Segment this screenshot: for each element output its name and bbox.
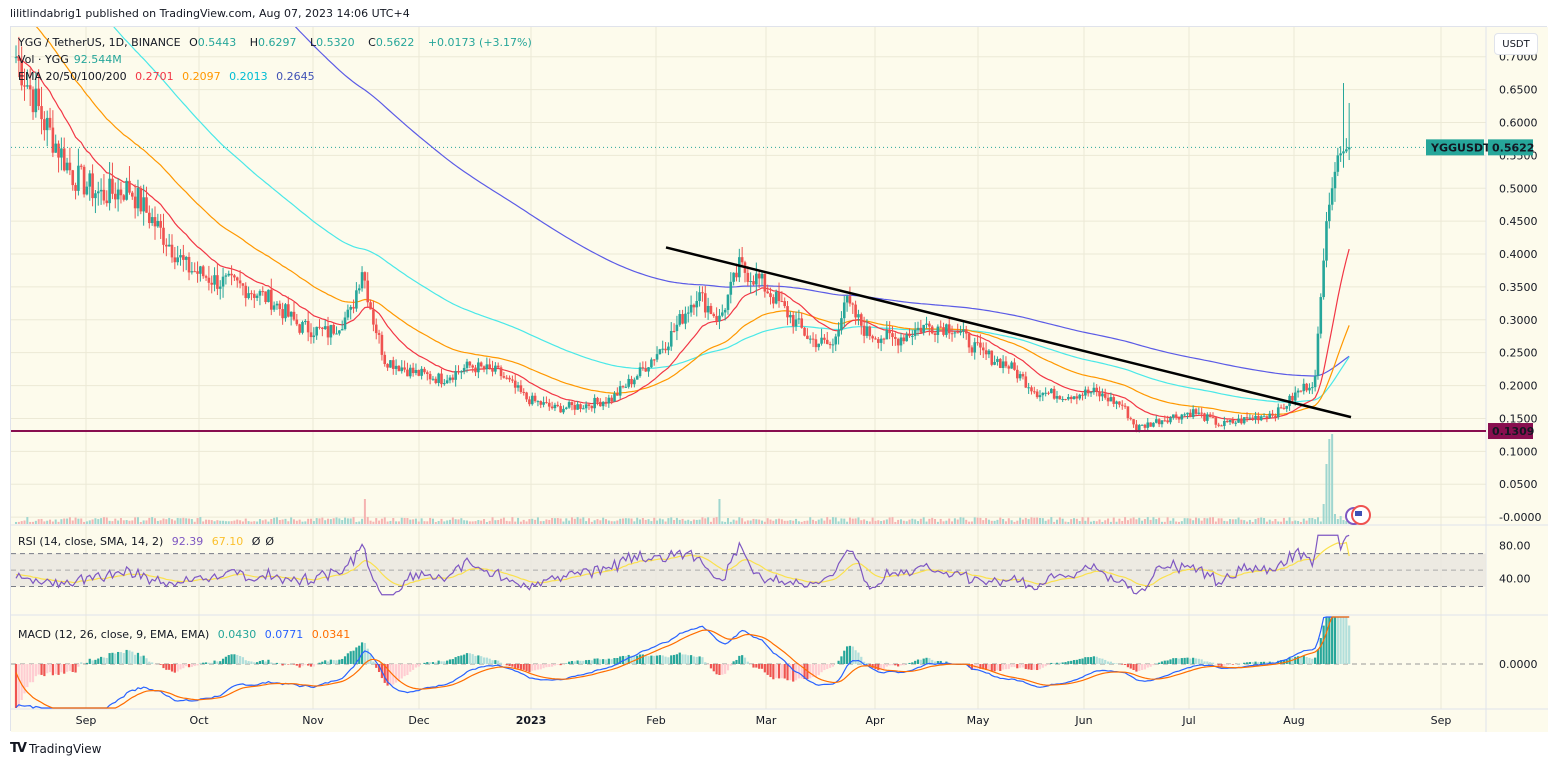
macd-legend: MACD (12, 26, close, 9, EMA, EMA) 0.0430… [18, 628, 351, 641]
svg-text:Apr: Apr [865, 714, 885, 727]
svg-text:YGGUSDT: YGGUSDT [1430, 141, 1491, 154]
svg-text:0.2500: 0.2500 [1499, 347, 1538, 360]
chart-canvas[interactable]: 0.70000.65000.60000.55000.50000.45000.40… [11, 27, 1548, 732]
svg-text:Oct: Oct [189, 714, 209, 727]
svg-text:Jul: Jul [1181, 714, 1195, 727]
svg-text:0.1500: 0.1500 [1499, 412, 1538, 425]
svg-text:0.2000: 0.2000 [1499, 380, 1538, 393]
svg-text:Dec: Dec [408, 714, 429, 727]
rsi-legend: RSI (14, close, SMA, 14, 2) 92.39 67.10 … [18, 535, 275, 548]
svg-text:Sep: Sep [76, 714, 97, 727]
tradingview-logo[interactable]: TV TradingView [10, 741, 102, 756]
svg-text:Aug: Aug [1283, 714, 1304, 727]
svg-text:0.3000: 0.3000 [1499, 314, 1538, 327]
ema-legend: EMA 20/50/100/200 0.2701 0.2097 0.2013 0… [18, 70, 315, 83]
svg-text:Feb: Feb [646, 714, 665, 727]
svg-text:40.00: 40.00 [1499, 572, 1531, 585]
svg-text:0.0500: 0.0500 [1499, 478, 1538, 491]
svg-text:Mar: Mar [756, 714, 777, 727]
svg-text:0.6000: 0.6000 [1499, 116, 1538, 129]
svg-text:0.0000: 0.0000 [1499, 658, 1538, 671]
svg-text:-0.0000: -0.0000 [1499, 511, 1541, 524]
svg-text:2023: 2023 [516, 714, 547, 727]
svg-text:0.3500: 0.3500 [1499, 281, 1538, 294]
svg-text:May: May [967, 714, 990, 727]
volume-legend: Vol · YGG 92.544M [18, 53, 122, 66]
symbol-name: YGG / TetherUS, 1D, BINANCE [18, 36, 181, 49]
svg-text:0.5000: 0.5000 [1499, 182, 1538, 195]
svg-text:Nov: Nov [302, 714, 324, 727]
svg-text:0.6500: 0.6500 [1499, 84, 1538, 97]
svg-text:Jun: Jun [1074, 714, 1092, 727]
svg-text:80.00: 80.00 [1499, 539, 1531, 552]
svg-text:0.1000: 0.1000 [1499, 445, 1538, 458]
svg-text:0.4000: 0.4000 [1499, 248, 1538, 261]
svg-text:0.4500: 0.4500 [1499, 215, 1538, 228]
tv-logo-icon: TV [10, 741, 27, 756]
symbol-legend: YGG / TetherUS, 1D, BINANCE O0.5443 H0.6… [18, 36, 532, 49]
svg-text:0.1309: 0.1309 [1492, 425, 1534, 438]
trendline [665, 246, 1352, 419]
svg-text:0.5622: 0.5622 [1492, 141, 1534, 154]
svg-text:Sep: Sep [1431, 714, 1452, 727]
publisher-caption: lilitlindabrig1 published on TradingView… [10, 7, 410, 20]
chart-container[interactable]: 0.7000 0.6500 0.6000 0.5500 0.5000 0.4500 0.40… [10, 26, 1548, 732]
currency-button[interactable]: USDT [1494, 33, 1538, 55]
